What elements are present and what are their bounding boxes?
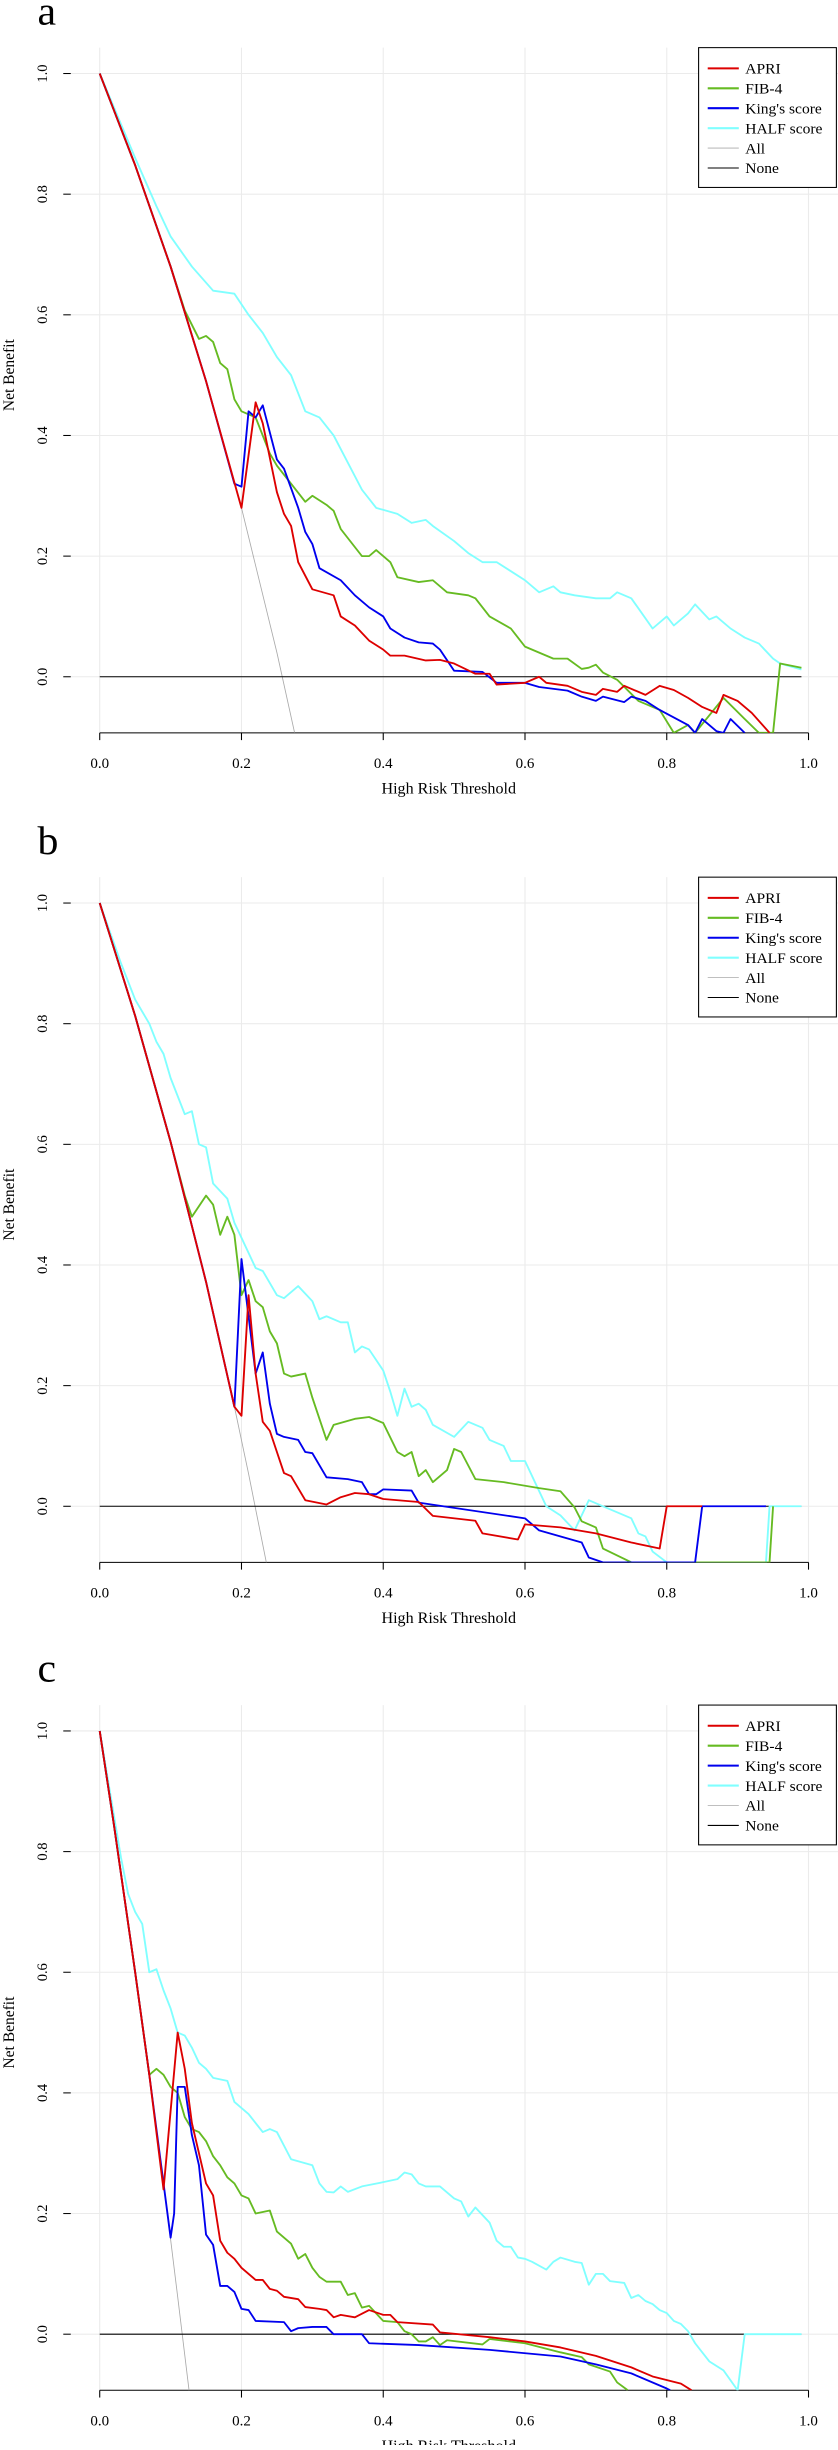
panel-label: c [38,1645,57,1690]
series-line-half-score [98,902,802,1563]
legend-label-half-score: HALF score [745,950,822,967]
series-line-fib-4 [98,1730,629,2391]
x-axis-title: High Risk Threshold [381,1610,516,1627]
series-line-half-score [98,1730,802,2391]
series-line-king-s-score [98,73,746,733]
x-tick-label: 0.4 [374,756,393,772]
y-tick-label: 0.4 [35,426,51,445]
x-tick-label: 0.8 [657,756,676,772]
series-line-fib-4 [98,902,775,1563]
y-tick-label: 0.6 [35,1135,51,1153]
legend-box [698,876,837,1018]
panel-c: c 0.0 0.2 0.4 0.6 0.8 1.0 0.0 0.2 0.4 0.6 0.8 1.0 Hig… [0,1645,838,2450]
series-line-king-s-score [98,1730,671,2391]
panel-label: a [38,0,57,33]
x-tick-label: 0.4 [374,1586,393,1602]
legend-label-all: All [745,970,765,987]
x-tick-label: 0.6 [516,1586,535,1602]
y-tick-label: 0.2 [35,547,51,565]
y-tick-label: 0.8 [35,185,51,203]
panel-b: b 0.0 0.2 0.4 0.6 0.8 1.0 0.0 0.2 0.4 0.6 0.8 1.0 Hig… [0,800,838,1645]
legend-label-fib-4: FIB-4 [745,1738,782,1755]
y-axis-title: Net Benefit [1,1996,18,2069]
legend-label-none: None [745,1818,779,1835]
y-tick-label: 0.0 [35,668,51,686]
x-tick-label: 0.0 [90,2414,109,2430]
net-benefit-chart: c 0.0 0.2 0.4 0.6 0.8 1.0 0.0 0.2 0.4 0.6 0.8 1.0 Hig… [1,1645,838,2450]
legend: APRI FIB-4 King's score HALF score All None [698,47,837,188]
y-axis-title: Net Benefit [1,1168,18,1241]
y-tick-label: 1.0 [35,1722,51,1740]
y-tick-label: 0.0 [35,2325,51,2343]
y-tick-label: 0.6 [35,1963,51,1981]
x-tick-label: 0.2 [232,2414,251,2430]
legend-label-apri: APRI [745,1718,780,1735]
y-tick-label: 0.2 [35,2204,51,2222]
legend: APRI FIB-4 King's score HALF score All None [698,1704,837,1846]
series-line-apri [98,1730,693,2391]
x-tick-label: 0.0 [90,1586,109,1602]
legend-label-fib-4: FIB-4 [745,910,782,927]
x-tick-label: 0.6 [516,756,535,772]
legend-label-half-score: HALF score [745,1778,822,1795]
x-tick-label: 0.2 [232,1586,251,1602]
legend-label-all: All [745,140,765,157]
net-benefit-chart: a 0.0 0.2 0.4 0.6 0.8 1.0 0.0 0.2 0.4 0.6 0.8 1.0 Hig… [1,0,838,798]
y-tick-label: 0.4 [35,2083,51,2102]
legend-label-half-score: HALF score [745,121,822,138]
x-tick-label: 0.2 [232,756,251,772]
series-line-half-score [98,73,802,671]
x-tick-label: 1.0 [799,2414,818,2430]
x-tick-label: 0.8 [657,2414,676,2430]
legend-label-all: All [745,1798,765,1815]
y-tick-label: 1.0 [35,64,51,82]
legend-label-none: None [745,990,779,1007]
x-tick-label: 0.6 [516,2414,535,2430]
panel-a: a 0.0 0.2 0.4 0.6 0.8 1.0 0.0 0.2 0.4 0.6 0.8 1.0 Hig… [0,0,838,800]
x-tick-label: 0.8 [657,1586,676,1602]
legend-label-king-s-score: King's score [745,101,822,118]
y-axis-title: Net Benefit [1,339,18,412]
legend-box [698,47,837,188]
x-tick-label: 0.4 [374,2414,393,2430]
y-tick-label: 1.0 [35,894,51,912]
x-axis-title: High Risk Threshold [381,781,516,798]
y-tick-label: 0.0 [35,1497,51,1515]
x-tick-label: 1.0 [799,756,818,772]
y-tick-label: 0.2 [35,1377,51,1395]
legend-label-apri: APRI [745,890,780,907]
legend-label-king-s-score: King's score [745,930,822,947]
y-tick-label: 0.4 [35,1255,51,1274]
x-axis-title: High Risk Threshold [381,2438,516,2445]
series-line-apri [98,73,771,733]
series-line-fib-4 [98,73,802,733]
legend-label-none: None [745,160,779,177]
y-tick-label: 0.8 [35,1843,51,1861]
net-benefit-chart: b 0.0 0.2 0.4 0.6 0.8 1.0 0.0 0.2 0.4 0.6 0.8 1.0 Hig… [1,818,838,1627]
series-group [98,73,802,733]
legend-label-apri: APRI [745,61,780,78]
legend-label-fib-4: FIB-4 [745,81,782,98]
series-line-apri [98,902,703,1550]
series-group [98,1730,802,2391]
x-tick-label: 1.0 [799,1586,818,1602]
series-group [98,902,802,1563]
x-tick-label: 0.0 [90,756,109,772]
series-line-all [99,73,296,733]
y-tick-label: 0.8 [35,1015,51,1033]
legend-box [698,1704,837,1846]
panel-label: b [38,818,59,863]
y-tick-label: 0.6 [35,306,51,324]
legend: APRI FIB-4 King's score HALF score All None [698,876,837,1018]
series-line-king-s-score [98,902,766,1563]
legend-label-king-s-score: King's score [745,1758,822,1775]
